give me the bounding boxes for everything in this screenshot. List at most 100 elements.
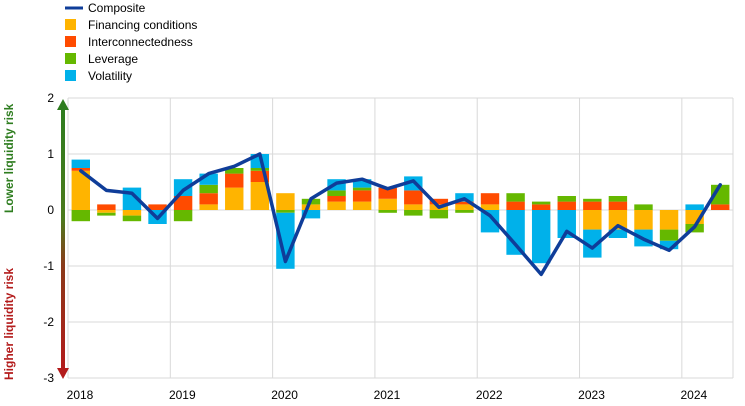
bar-interconnectedness: [429, 198, 449, 205]
axes: 2 1 0 -1 -2 -3 2018 2019 2020 2021 2022 2023 2024: [43, 91, 707, 402]
bar-leverage: [378, 210, 397, 213]
bar-volatility: [352, 179, 372, 188]
legend-swatch-volatility: [65, 70, 76, 81]
bar-leverage: [173, 210, 193, 222]
x-tick-label: 2024: [680, 388, 707, 402]
legend-swatch-interconnectedness: [65, 36, 76, 47]
legend-item-financing: Financing conditions: [65, 18, 197, 32]
bar-financing: [301, 204, 321, 210]
bar-interconnectedness: [557, 201, 576, 210]
bar-financing: [250, 182, 270, 210]
arrow-up-icon: [57, 99, 69, 110]
bar-leverage: [634, 204, 653, 210]
bar-leverage: [225, 168, 244, 174]
bar-financing: [583, 210, 602, 230]
bar-interconnectedness: [583, 201, 602, 210]
bar-leverage: [97, 212, 116, 216]
bar-volatility: [301, 210, 321, 219]
bar-leverage: [199, 184, 218, 194]
bar-financing: [97, 210, 116, 213]
bar-leverage: [71, 210, 90, 222]
bar-volatility: [480, 210, 500, 233]
bar-leverage: [250, 168, 270, 171]
y-tick-label: 0: [47, 203, 54, 217]
higher-liquidity-risk-label: Higher liquidity risk: [2, 268, 16, 380]
bar-interconnectedness: [352, 190, 372, 202]
bar-volatility: [557, 210, 576, 238]
legend-swatch-leverage: [65, 53, 76, 64]
bar-interconnectedness: [506, 201, 525, 210]
gridlines: [67, 97, 734, 379]
bar-leverage: [429, 210, 449, 219]
legend-item-interconnectedness: Interconnectedness: [65, 35, 193, 49]
legend-label-composite: Composite: [88, 1, 146, 15]
bar-interconnectedness: [711, 204, 730, 210]
y-tick-label: -1: [43, 259, 54, 273]
bar-interconnectedness: [148, 204, 167, 210]
bar-interconnectedness: [480, 193, 500, 205]
bar-volatility: [659, 240, 679, 250]
legend-label-financing: Financing conditions: [88, 18, 197, 32]
bar-financing: [634, 210, 653, 230]
bar-financing: [455, 204, 474, 210]
bar-interconnectedness: [173, 196, 193, 210]
bar-financing: [122, 210, 142, 216]
legend-label-volatility: Volatility: [88, 69, 132, 83]
x-tick-label: 2020: [271, 388, 298, 402]
bar-volatility: [173, 179, 193, 196]
bar-volatility: [531, 210, 551, 264]
y-tick-label: 2: [47, 91, 54, 105]
x-tick-label: 2022: [476, 388, 503, 402]
y-tick-label: -3: [43, 371, 54, 385]
bar-financing: [276, 193, 295, 210]
bar-interconnectedness: [455, 201, 474, 205]
side-indicator: Lower liquidity risk Higher liquidity ri…: [2, 99, 69, 380]
bar-interconnectedness: [531, 204, 551, 210]
bar-financing: [608, 210, 628, 230]
bar-financing: [480, 204, 500, 210]
bar-leverage: [506, 193, 525, 202]
bar-leverage: [531, 201, 551, 205]
bar-financing: [199, 204, 218, 210]
x-tick-label: 2019: [169, 388, 196, 402]
legend: Composite Financing conditions Interconn…: [65, 1, 197, 83]
bar-leverage: [276, 210, 295, 213]
legend-item-leverage: Leverage: [65, 52, 138, 66]
bar-leverage: [455, 210, 474, 213]
bar-interconnectedness: [608, 201, 628, 210]
bar-interconnectedness: [225, 173, 244, 188]
bar-leverage: [122, 215, 142, 222]
bar-interconnectedness: [327, 196, 346, 202]
bar-leverage: [608, 196, 628, 202]
bar-volatility: [506, 210, 525, 255]
bar-leverage: [659, 229, 679, 241]
bar-leverage: [583, 198, 602, 202]
bar-financing: [659, 210, 679, 230]
bar-leverage: [327, 190, 346, 196]
y-tick-label: -2: [43, 315, 54, 329]
x-tick-label: 2021: [374, 388, 401, 402]
bar-interconnectedness: [199, 193, 218, 205]
bar-financing: [327, 201, 346, 210]
composite-line-group: [79, 152, 722, 277]
legend-item-volatility: Volatility: [65, 69, 132, 83]
legend-item-composite: Composite: [65, 1, 146, 15]
bar-volatility: [608, 229, 628, 238]
bar-leverage: [404, 210, 423, 216]
bar-financing: [225, 187, 244, 210]
bar-volatility: [71, 159, 90, 168]
bar-interconnectedness: [378, 187, 397, 199]
bar-volatility: [583, 229, 602, 258]
y-tick-label: 1: [47, 147, 54, 161]
bar-interconnectedness: [404, 190, 423, 205]
bar-leverage: [557, 196, 576, 202]
x-tick-label: 2023: [578, 388, 605, 402]
legend-label-interconnectedness: Interconnectedness: [88, 35, 193, 49]
bar-leverage: [352, 187, 372, 191]
bar-financing: [378, 198, 397, 210]
legend-label-leverage: Leverage: [88, 52, 138, 66]
lower-liquidity-risk-label: Lower liquidity risk: [2, 103, 16, 213]
arrow-down-icon: [57, 368, 69, 379]
bar-financing: [352, 201, 372, 210]
